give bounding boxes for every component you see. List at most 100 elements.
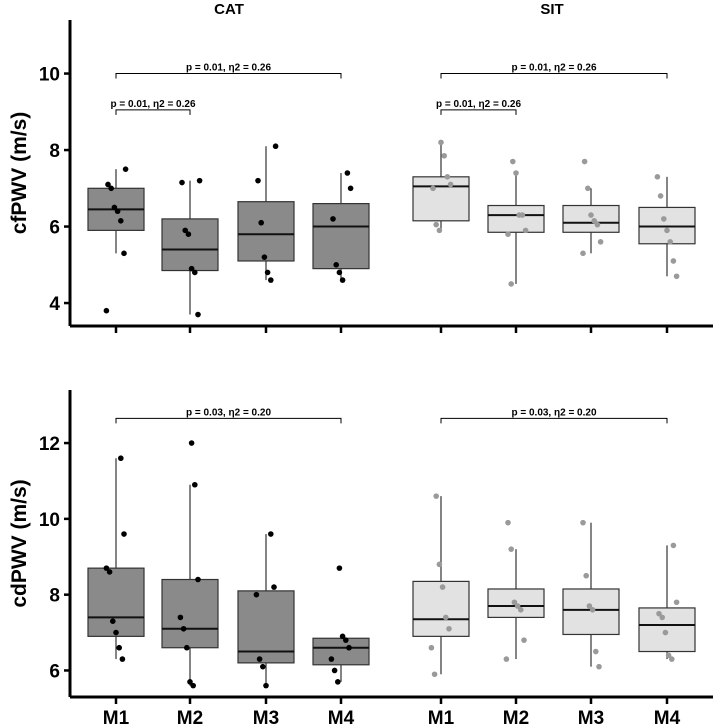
data-point — [511, 599, 518, 606]
data-point — [505, 231, 511, 237]
iqr-box — [161, 578, 219, 649]
column-title-cat: CAT — [214, 1, 244, 18]
box-m1 — [87, 166, 145, 314]
data-point — [510, 158, 516, 165]
data-point — [190, 682, 196, 689]
data-point — [439, 584, 446, 590]
data-point — [514, 603, 521, 609]
iqr-box — [412, 580, 470, 637]
data-point — [443, 614, 449, 621]
iqr-box — [312, 637, 370, 666]
data-point — [670, 542, 677, 549]
bracket-line — [440, 417, 668, 424]
box-m2 — [161, 177, 219, 318]
data-point — [673, 599, 680, 606]
data-point — [188, 265, 195, 272]
data-point — [441, 152, 448, 159]
significance-bracket: p = 0.01, η2 = 0.26 — [440, 63, 668, 79]
data-point — [268, 277, 274, 283]
data-point — [597, 239, 604, 245]
iqr-box — [237, 201, 295, 262]
column-title-sit: SIT — [540, 1, 563, 18]
significance-bracket: p = 0.01, η2 = 0.26 — [115, 63, 342, 79]
x-tick-label-m4: M4 — [654, 708, 681, 728]
y-axis-label: cfPWV (m/s) — [8, 112, 31, 235]
data-point — [343, 637, 349, 643]
data-point — [436, 227, 443, 234]
data-point — [255, 177, 261, 184]
box-m2 — [161, 440, 219, 689]
data-point — [118, 218, 124, 224]
data-point — [438, 139, 444, 146]
box-m1 — [412, 139, 470, 234]
significance-bracket: p = 0.03, η2 = 0.20 — [440, 407, 668, 424]
data-point — [121, 250, 127, 257]
x-tick-label-m2: M2 — [503, 708, 529, 728]
iqr-box — [87, 567, 145, 637]
data-point — [268, 531, 274, 537]
data-point — [103, 565, 110, 571]
iqr-box — [562, 588, 620, 636]
data-point — [177, 614, 184, 621]
data-point — [518, 607, 524, 613]
data-point — [344, 170, 351, 176]
data-point — [179, 179, 185, 186]
data-point — [503, 656, 510, 662]
significance-label: p = 0.03, η2 = 0.20 — [186, 407, 271, 418]
significance-bracket: p = 0.03, η2 = 0.20 — [115, 407, 342, 424]
data-point — [508, 281, 514, 287]
data-point — [195, 311, 201, 318]
box-m1 — [412, 493, 470, 678]
significance-bracket: p = 0.01, η2 = 0.26 — [110, 99, 196, 115]
data-point — [513, 170, 519, 176]
data-point — [654, 174, 661, 180]
data-point — [585, 185, 591, 192]
data-point — [118, 455, 124, 462]
data-point — [591, 218, 597, 224]
data-point — [261, 254, 268, 260]
data-point — [111, 204, 118, 211]
bracket-line — [115, 417, 342, 424]
y-tick-label: 10 — [39, 510, 60, 531]
x-tick-label-m1: M1 — [428, 708, 455, 728]
data-point — [263, 682, 269, 689]
data-point — [659, 614, 665, 621]
data-point — [121, 531, 127, 537]
data-point — [593, 648, 599, 655]
data-point — [260, 663, 266, 670]
data-point — [185, 231, 192, 237]
data-point — [594, 221, 601, 228]
data-point — [596, 663, 602, 670]
data-point — [436, 561, 443, 568]
panel-cdpwv-cat: 6 8 10 12 cdPWV (m/s) M1 M2 M3 M4 p = 0.03, η2 = … — [8, 390, 392, 728]
box-m4 — [312, 565, 370, 685]
significance-bracket: p = 0.01, η2 = 0.26 — [436, 99, 521, 115]
data-point — [184, 644, 190, 651]
data-point — [182, 227, 188, 234]
data-point — [347, 185, 354, 192]
data-point — [339, 277, 346, 283]
data-point — [444, 174, 451, 180]
data-point — [589, 607, 596, 613]
data-point — [669, 656, 675, 662]
data-point — [583, 572, 589, 579]
x-tick-label-m1: M1 — [103, 708, 130, 728]
iqr-box — [412, 176, 470, 222]
panel-cfpwv-cat: 4 6 8 10 cfPWV (m/s) p = 0.01, η2 = 0.26 p = 0… — [8, 20, 392, 333]
box-m3 — [237, 143, 295, 283]
data-point — [586, 603, 593, 609]
x-tick-label-m3: M3 — [253, 708, 279, 728]
data-point — [431, 671, 438, 678]
data-point — [256, 656, 263, 662]
data-point — [272, 143, 279, 150]
data-point — [264, 269, 271, 276]
y-tick-label: 4 — [49, 294, 60, 315]
bracket-line — [440, 109, 517, 115]
data-point — [580, 519, 586, 526]
data-point — [108, 185, 114, 192]
significance-label: p = 0.01, η2 = 0.26 — [110, 99, 195, 110]
data-point — [333, 262, 340, 268]
data-point — [346, 644, 352, 651]
box-m3 — [562, 519, 620, 670]
